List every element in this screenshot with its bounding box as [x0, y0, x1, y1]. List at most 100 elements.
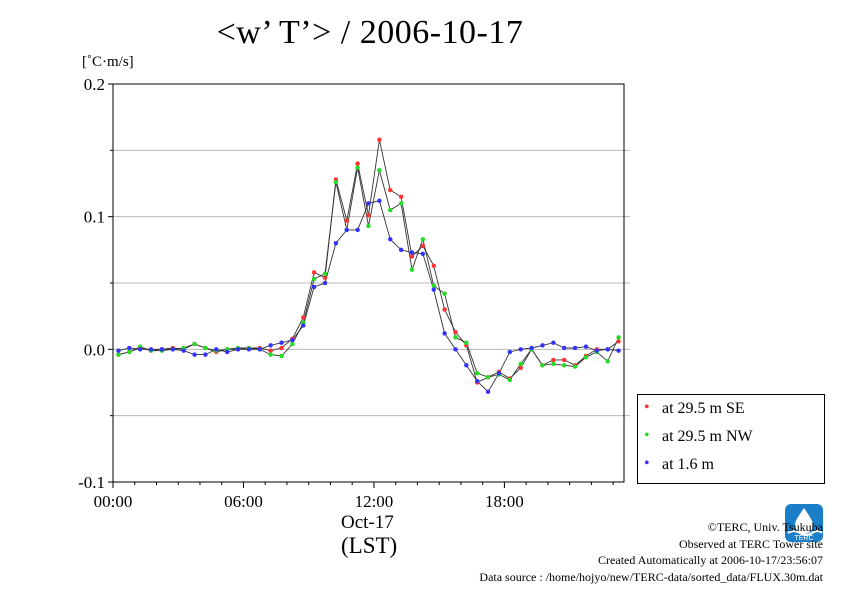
data-point — [214, 347, 219, 352]
data-point — [366, 223, 371, 229]
data-point — [268, 348, 273, 353]
data-point — [257, 347, 263, 352]
data-point — [594, 348, 600, 353]
svg-text:TERC: TERC — [794, 535, 813, 542]
data-point — [344, 218, 350, 223]
legend-label: at 29.5 m NW — [662, 428, 753, 445]
x-axis-title: (LST) — [341, 533, 398, 558]
data-point — [192, 352, 197, 357]
y-tick-label: 0.0 — [84, 340, 105, 359]
legend-item-se: • at 29.5 m SE — [644, 399, 745, 422]
data-point — [170, 347, 176, 352]
data-point — [420, 251, 426, 257]
data-point — [279, 345, 284, 351]
data-point — [518, 361, 523, 367]
data-point — [583, 344, 589, 349]
data-point — [529, 345, 534, 351]
data-point — [366, 201, 371, 206]
data-point — [398, 247, 404, 253]
data-point — [387, 207, 393, 213]
data-point — [551, 340, 556, 345]
data-point — [387, 236, 393, 242]
data-point — [137, 347, 143, 352]
site-text: Observed at TERC Tower site — [678, 536, 823, 551]
data-point — [192, 341, 197, 347]
data-point — [605, 347, 610, 352]
chart-title: <w’ T’> / 2006-10-17 — [216, 14, 524, 51]
data-point — [420, 236, 426, 242]
data-point — [311, 284, 317, 290]
data-point — [322, 271, 328, 276]
data-point — [442, 307, 447, 312]
data-point — [355, 227, 360, 233]
x-tick-label: 12:00 — [355, 492, 394, 511]
data-point — [235, 347, 241, 352]
data-point — [431, 287, 436, 292]
data-point — [333, 240, 339, 246]
y-tick-label: 0.1 — [84, 208, 105, 227]
data-point — [322, 280, 328, 286]
data-point — [387, 187, 393, 193]
grid-lines — [113, 149, 630, 417]
data-point — [442, 331, 447, 336]
data-point — [583, 355, 589, 360]
credits-block: ©TERC, Univ. Tsukuba Observed at TERC To… — [479, 519, 823, 585]
data-point — [496, 370, 502, 376]
data-point — [344, 227, 350, 233]
data-point — [540, 343, 545, 348]
series-line-1 — [118, 167, 620, 381]
legend-marker-blue: • — [644, 455, 650, 472]
series-layer — [116, 137, 621, 395]
y-axis-unit-label: [˚C·m/s] — [82, 54, 134, 70]
data-point — [420, 243, 426, 249]
data-point — [268, 352, 273, 357]
data-point — [290, 341, 295, 347]
data-point — [203, 352, 208, 357]
data-point — [431, 283, 436, 288]
data-point — [333, 179, 339, 185]
data-point — [507, 377, 513, 383]
data-point — [181, 348, 186, 353]
created-text: Created Automatically at 2006-10-17/23:5… — [598, 553, 823, 567]
data-point — [377, 137, 382, 142]
data-point — [116, 352, 121, 357]
data-point — [203, 345, 208, 351]
legend: • at 29.5 m SE • at 29.5 m NW • at 1.6 m — [637, 394, 825, 484]
data-point — [224, 349, 230, 355]
data-point — [290, 337, 295, 343]
x-tick-label: 18:00 — [485, 492, 524, 511]
series-line-2 — [118, 200, 619, 393]
data-point — [605, 359, 610, 364]
data-point — [301, 323, 306, 328]
data-point — [398, 201, 404, 206]
data-point — [485, 389, 491, 395]
data-point — [409, 267, 415, 272]
data-point — [409, 250, 415, 255]
data-point — [442, 291, 447, 296]
data-point — [301, 315, 306, 320]
data-point — [616, 335, 621, 340]
x-tick-label: 00:00 — [94, 492, 133, 511]
terc-logo-icon: TERC — [785, 504, 823, 542]
data-point — [616, 339, 621, 344]
data-point — [148, 347, 154, 352]
data-point — [551, 357, 556, 363]
data-point — [485, 374, 491, 380]
data-point — [551, 361, 556, 367]
legend-label: at 1.6 m — [662, 456, 714, 473]
data-point — [279, 353, 284, 359]
data-point — [561, 345, 567, 351]
data-point — [474, 378, 480, 384]
data-point — [431, 263, 436, 269]
y-tick-label: -0.1 — [78, 473, 105, 492]
data-point — [507, 349, 513, 355]
legend-marker-red: • — [644, 399, 650, 416]
data-source-text: Data source : /home/hojyo/new/TERC-data/… — [479, 569, 823, 584]
data-point — [409, 254, 415, 259]
data-point — [127, 345, 132, 351]
data-point — [246, 347, 252, 352]
x-axis-date-label: Oct-17 — [341, 512, 394, 533]
legend-item-nw: • at 29.5 m NW — [644, 427, 753, 450]
data-point — [279, 340, 284, 345]
